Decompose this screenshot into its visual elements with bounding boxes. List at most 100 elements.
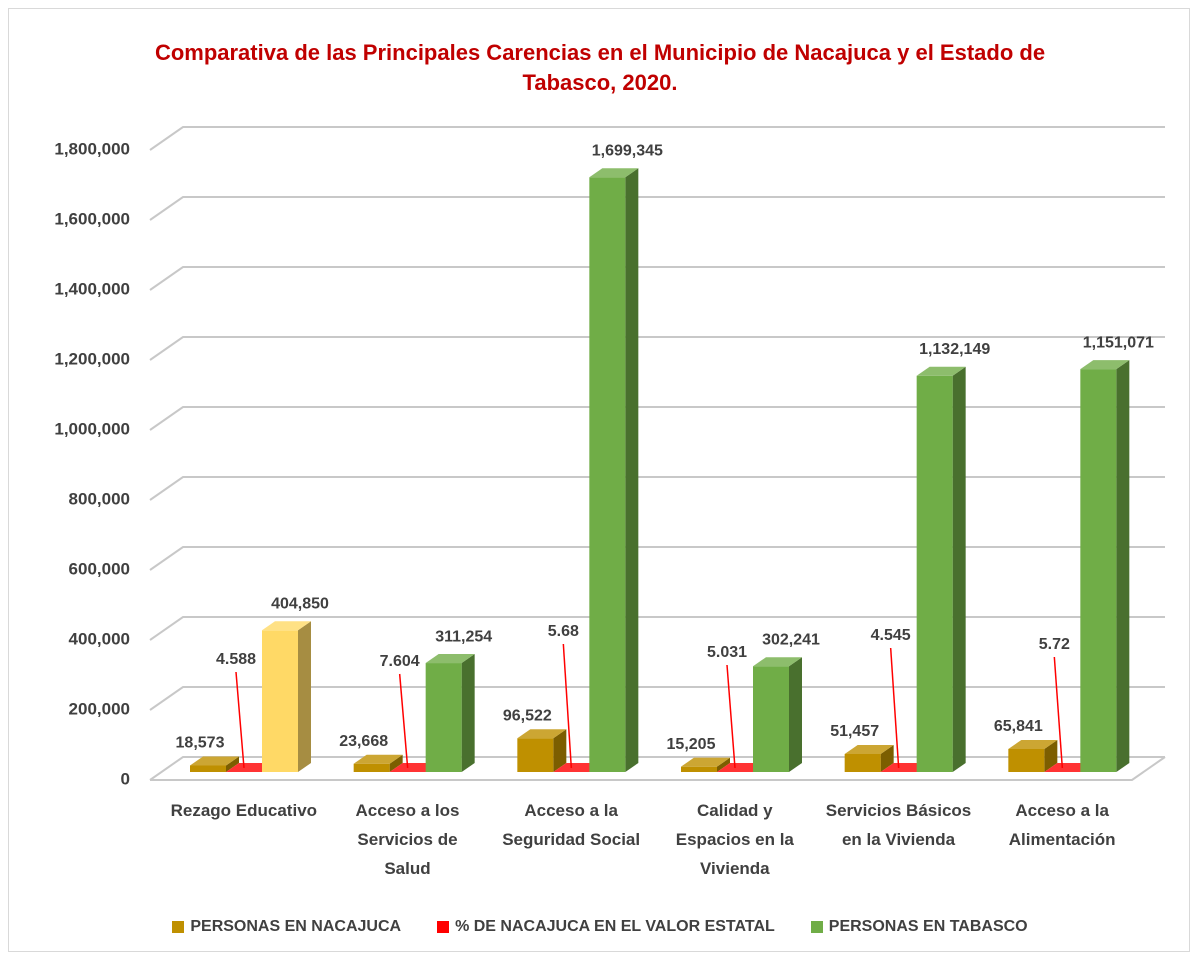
- bar-top: [517, 729, 567, 739]
- bar-group: [1080, 360, 1130, 772]
- grid-line: [149, 756, 1165, 781]
- legend-swatch: [172, 921, 185, 933]
- y-tick-label: 1,800,000: [54, 139, 130, 158]
- bar-side: [298, 621, 311, 772]
- data-label: 7.604: [380, 653, 420, 670]
- bar: [844, 753, 881, 772]
- grid-line: [149, 546, 1165, 571]
- x-tick-label: Acceso a la Alimentación: [1008, 801, 1116, 849]
- leader-line: [889, 647, 900, 769]
- bar-top: [353, 754, 403, 764]
- data-label: 4.545: [871, 627, 911, 644]
- data-label: 15,205: [667, 736, 716, 753]
- bar: [190, 765, 226, 772]
- data-label: 18,573: [176, 735, 225, 752]
- x-tick-label: Acceso a la Seguridad Social: [502, 801, 641, 849]
- data-label: 23,668: [339, 733, 388, 750]
- leader-line: [398, 673, 409, 769]
- leader-line: [1053, 656, 1064, 769]
- bar: [353, 763, 390, 772]
- bar: [425, 663, 462, 772]
- floor-edge: [150, 756, 1166, 781]
- bar: [681, 766, 717, 772]
- bar-group: [353, 754, 403, 772]
- bar-top: [753, 657, 802, 667]
- bar-group: [589, 168, 639, 772]
- bar-group: [190, 756, 239, 772]
- bar-side: [553, 729, 567, 772]
- data-label: 311,254: [435, 628, 492, 645]
- bar-group: [844, 744, 894, 772]
- bar-side: [625, 168, 639, 772]
- legend: PERSONAS EN NACAJUCA % DE NACAJUCA EN EL …: [0, 918, 1200, 936]
- legend-label: PERSONAS EN TABASCO: [828, 918, 1028, 935]
- chart-border: [8, 8, 1190, 952]
- bar: [1080, 369, 1117, 772]
- bar-top: [1008, 739, 1058, 749]
- legend-item: PERSONAS EN NACAJUCA: [172, 918, 401, 936]
- bar-group: [1008, 739, 1058, 772]
- leader-line: [562, 643, 573, 769]
- data-label: 1,151,071: [1083, 334, 1154, 351]
- grid-line: [149, 406, 1165, 431]
- y-tick-label: 200,000: [69, 699, 130, 718]
- data-label: 1,132,149: [919, 341, 990, 358]
- legend-label: PERSONAS EN NACAJUCA: [190, 918, 402, 935]
- data-label: 5.68: [548, 623, 579, 640]
- data-label: 4.588: [216, 651, 256, 668]
- bar-side: [1044, 739, 1058, 772]
- legend-item: % DE NACAJUCA EN EL VALOR ESTATAL: [437, 918, 775, 936]
- y-tick-label: 600,000: [69, 559, 130, 578]
- grid-line: [149, 336, 1165, 361]
- grid-line: [149, 616, 1165, 641]
- y-tick-label: 1,400,000: [54, 279, 130, 298]
- bar: [916, 375, 953, 772]
- y-tick-label: 1,600,000: [54, 209, 130, 228]
- data-label: 51,457: [830, 723, 879, 740]
- leader-line: [235, 671, 245, 769]
- bar: [1008, 748, 1045, 772]
- legend-item: PERSONAS EN TABASCO: [810, 918, 1028, 936]
- bar-side: [789, 657, 802, 772]
- bar: [589, 177, 626, 772]
- leader-line: [726, 664, 736, 769]
- bar-side: [880, 744, 894, 772]
- legend-swatch: [810, 921, 823, 933]
- bar-top: [681, 757, 730, 767]
- bar-side: [1116, 360, 1130, 772]
- bar-side: [226, 756, 239, 772]
- bar-side: [717, 757, 730, 772]
- bar-group: [425, 654, 475, 772]
- bar-side: [461, 654, 475, 772]
- bar-group: [916, 366, 966, 772]
- data-label: 5.72: [1039, 636, 1070, 653]
- y-tick-label: 1,000,000: [54, 419, 130, 438]
- grid-line: [149, 686, 1165, 711]
- bar: [517, 738, 554, 772]
- x-tick-label: Servicios Básicos en la Vivienda: [825, 801, 972, 849]
- data-label: 5.031: [707, 644, 747, 661]
- data-label: 404,850: [271, 596, 329, 613]
- bar-side: [952, 366, 966, 772]
- grid-line: [149, 196, 1165, 221]
- bar-top: [425, 654, 475, 664]
- data-label: 65,841: [994, 718, 1043, 735]
- bar-top: [190, 756, 239, 766]
- data-label: 1,699,345: [592, 142, 663, 159]
- legend-swatch: [437, 921, 450, 933]
- bar-top: [262, 621, 311, 631]
- y-tick-label: 0: [121, 769, 130, 788]
- x-tick-label: Calidad y Espacios en la Vivienda: [675, 801, 794, 878]
- data-label: 302,241: [762, 631, 820, 648]
- y-tick-label: 1,200,000: [54, 349, 130, 368]
- data-label: 96,522: [503, 707, 552, 724]
- bar-group: [262, 621, 311, 772]
- grid-line: [149, 126, 1165, 151]
- x-tick-label: Acceso a los Servicios de Salud: [355, 801, 460, 878]
- grid-line: [149, 266, 1165, 291]
- bar-group: [517, 729, 567, 772]
- bar: [262, 630, 298, 772]
- grid-line: [149, 476, 1165, 501]
- bar-top: [589, 168, 639, 178]
